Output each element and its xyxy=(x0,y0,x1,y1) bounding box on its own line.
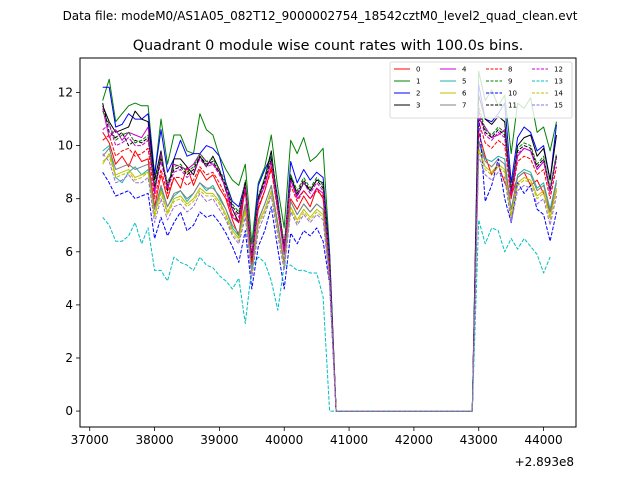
x-tick-label: 37000 xyxy=(71,433,109,447)
y-tick-label: 10 xyxy=(58,139,73,153)
legend-label-7: 7 xyxy=(462,102,466,110)
axes-frame xyxy=(79,57,577,428)
y-axis: 0 2 4 6 8 10 12 xyxy=(58,86,80,418)
legend-label-3: 3 xyxy=(416,102,420,110)
legend-label-1: 1 xyxy=(416,78,420,86)
y-tick-label: 6 xyxy=(65,245,73,259)
series-line-13 xyxy=(102,216,551,412)
legend-label-8: 8 xyxy=(508,66,512,74)
x-offset-label: +2.893e8 xyxy=(515,455,574,469)
x-tick-label: 42000 xyxy=(395,433,433,447)
plot-area: 37000 38000 39000 40000 41000 42000 43000 44000… xyxy=(58,57,577,469)
legend-label-4: 4 xyxy=(462,66,467,74)
legend-box xyxy=(389,61,573,119)
legend-label-2: 2 xyxy=(416,90,420,98)
x-tick-label: 43000 xyxy=(460,433,498,447)
legend-label-5: 5 xyxy=(462,78,466,86)
legend-label-15: 15 xyxy=(554,102,563,110)
y-tick-label: 4 xyxy=(65,298,73,312)
x-tick-label: 40000 xyxy=(265,433,303,447)
legend-label-0: 0 xyxy=(416,66,420,74)
x-tick-label: 39000 xyxy=(200,433,238,447)
y-tick-label: 8 xyxy=(65,192,73,206)
y-tick-label: 0 xyxy=(65,404,73,418)
series-line-8 xyxy=(102,121,557,412)
x-tick-label: 41000 xyxy=(330,433,368,447)
legend-label-13: 13 xyxy=(554,78,563,86)
chart-title: Quadrant 0 module wise count rates with … xyxy=(133,38,524,54)
legend-label-10: 10 xyxy=(508,90,517,98)
legend-label-14: 14 xyxy=(554,90,563,98)
x-tick-label: 38000 xyxy=(135,433,173,447)
series-line-15 xyxy=(102,153,557,412)
legend-label-12: 12 xyxy=(554,66,563,74)
legend-label-11: 11 xyxy=(508,102,517,110)
x-tick-label: 44000 xyxy=(524,433,562,447)
x-axis: 37000 38000 39000 40000 41000 42000 43000 44000 xyxy=(71,427,563,447)
suptitle: Data file: modeM0/AS1A05_082T12_90000027… xyxy=(63,9,578,23)
legend-label-6: 6 xyxy=(462,90,467,98)
y-tick-label: 2 xyxy=(65,351,73,365)
y-tick-label: 12 xyxy=(58,86,73,100)
legend-label-9: 9 xyxy=(508,78,512,86)
